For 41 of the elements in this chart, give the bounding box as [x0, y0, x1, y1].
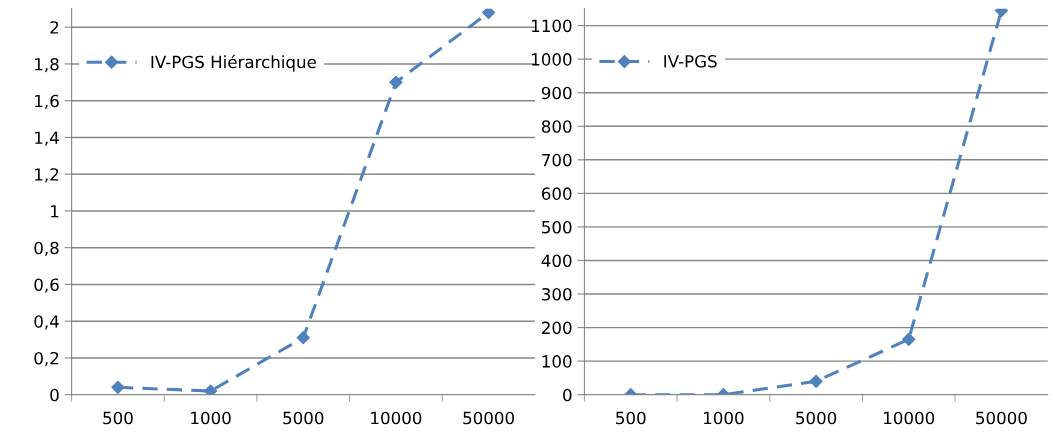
y-tick-label: 400 — [541, 254, 572, 268]
y-tick-label: 900 — [541, 86, 572, 100]
y-tick-label: 0,8 — [34, 241, 59, 256]
y-tick-label: 1 — [51, 205, 59, 218]
y-tick-label: 1,4 — [35, 131, 59, 146]
y-tick-label: 1,6 — [35, 94, 59, 109]
legend-label: IV-PGS Hiérarchique — [151, 54, 316, 72]
point — [111, 380, 125, 394]
y-tick-label: 1,8 — [35, 57, 59, 73]
y-tick-label: 500 — [542, 220, 572, 234]
y-tick-label: 0,2 — [34, 351, 59, 367]
y-tick-label: 0 — [50, 388, 59, 402]
y-tick-label: 700 — [542, 153, 572, 167]
x-tick-label: 50000 — [463, 411, 514, 425]
x-tick-label: 1000 — [704, 411, 744, 425]
point — [204, 384, 218, 395]
point — [902, 332, 916, 346]
x-tick-label: 10000 — [884, 411, 935, 425]
y-tick-label: 0 — [563, 388, 572, 402]
x-tick-label: 500 — [103, 411, 133, 425]
point — [296, 331, 310, 345]
y-tick-label: 1,2 — [35, 168, 59, 183]
y-tick-label: 300 — [542, 287, 572, 301]
y-tick-label: 800 — [541, 120, 572, 133]
y-tick-label: 0,6 — [34, 278, 59, 293]
x-tick-label: 10000 — [371, 411, 422, 425]
y-tick-label: 1000 — [532, 53, 572, 66]
x-tick-label: 500 — [616, 411, 646, 425]
x-tick-label: 50000 — [976, 411, 1027, 425]
y-tick-label: 600 — [541, 187, 572, 200]
y-tick-label: 2 — [50, 21, 59, 34]
x-tick-label: 5000 — [796, 411, 837, 425]
y-tick-label: 100 — [542, 355, 572, 368]
y-tick-label: 200 — [542, 321, 572, 335]
x-tick-label: 5000 — [283, 411, 324, 425]
point — [389, 75, 403, 89]
point — [482, 8, 496, 20]
y-tick-label: 1100 — [532, 19, 572, 33]
y-tick-label: 0,4 — [34, 315, 59, 330]
x-tick-label: 1000 — [191, 411, 231, 425]
legend-label: IV-PGS — [664, 54, 717, 68]
